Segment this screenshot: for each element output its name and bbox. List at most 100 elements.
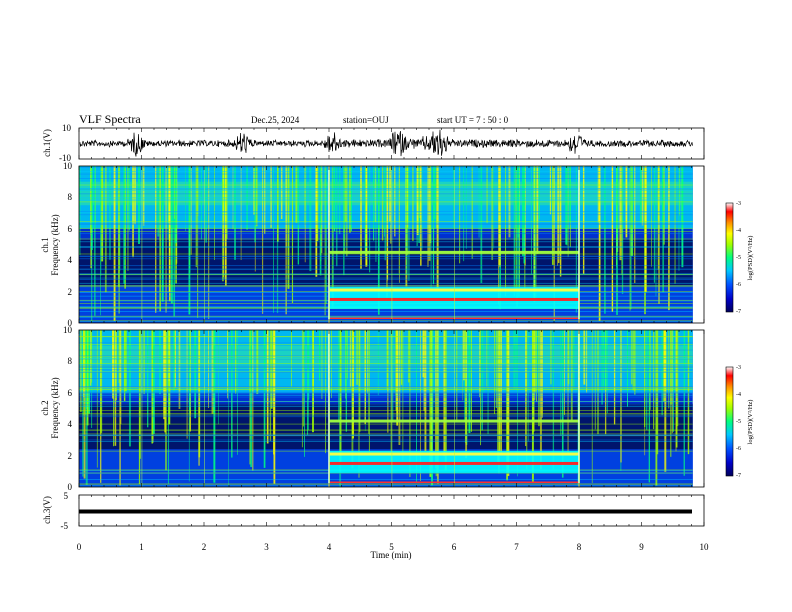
- sferic-streak: [435, 330, 437, 469]
- sferic-streak: [526, 330, 528, 469]
- sferic-streak: [312, 330, 314, 433]
- ch1-colorbar: [725, 202, 734, 313]
- ch1-ytick-bottom: -10: [59, 153, 71, 163]
- sferic-streak: [168, 166, 171, 293]
- narrowband-line: [79, 396, 693, 398]
- sferic-streak: [85, 330, 88, 485]
- ch1-ytick-2: 2: [68, 287, 73, 297]
- sferic-streak: [495, 330, 497, 409]
- narrowband-line: [79, 167, 693, 168]
- sferic-streak: [396, 330, 399, 426]
- sferic-streak: [560, 330, 562, 436]
- sferic-streak: [235, 330, 237, 394]
- sferic-streak: [655, 166, 657, 297]
- sferic-streak: [644, 166, 647, 293]
- narrowband-line: [79, 171, 693, 172]
- sferic-streak: [390, 166, 392, 244]
- ch1-cb-tick-m5: -5: [736, 255, 741, 261]
- sferic-streak: [632, 330, 635, 391]
- sferic-streak: [491, 166, 494, 260]
- sferic-streak: [586, 330, 588, 393]
- sferic-streak: [360, 166, 362, 269]
- sferic-streak: [641, 166, 644, 226]
- narrowband-line: [79, 286, 693, 288]
- sferic-streak: [377, 166, 380, 315]
- sferic-streak: [194, 330, 197, 419]
- sferic-streak: [185, 166, 186, 231]
- sferic-streak: [316, 166, 319, 242]
- sferic-streak: [486, 166, 488, 224]
- sferic-streak: [100, 166, 101, 316]
- sferic-streak: [531, 330, 534, 483]
- sferic-streak: [134, 166, 136, 225]
- sferic-streak: [304, 330, 305, 457]
- narrowband-line: [79, 188, 693, 190]
- narrowband-line: [79, 268, 693, 270]
- sferic-streak: [214, 166, 216, 261]
- narrowband-line: [79, 433, 693, 435]
- ch3-ytick-top: 5: [64, 491, 69, 501]
- sferic-streak: [400, 330, 403, 385]
- narrowband-line: [79, 258, 693, 260]
- sferic-streak: [138, 166, 140, 244]
- ch2-ytick-0: 0: [68, 482, 73, 492]
- sferic-streak: [170, 166, 173, 304]
- sferic-streak: [409, 330, 411, 478]
- sferic-streak: [350, 166, 352, 232]
- sferic-streak: [280, 166, 283, 220]
- sferic-streak: [626, 330, 628, 407]
- narrowband-line: [79, 201, 693, 203]
- sferic-streak: [178, 330, 181, 409]
- sferic-streak: [304, 166, 306, 226]
- sferic-streak: [159, 330, 161, 395]
- sferic-streak: [423, 330, 426, 411]
- narrowband-line: [79, 413, 693, 414]
- narrowband-line: [79, 198, 693, 200]
- sferic-streak: [621, 166, 624, 295]
- sferic-streak: [104, 166, 107, 293]
- ch1-waveform-ylabel: ch.1(V): [42, 129, 52, 157]
- narrowband-line: [79, 221, 693, 223]
- narrowband-line: [79, 233, 693, 235]
- sferic-streak: [338, 166, 341, 235]
- sferic-streak: [290, 330, 292, 387]
- grid-line: [329, 166, 330, 323]
- sferic-streak: [100, 330, 103, 433]
- sferic-streak: [189, 166, 191, 273]
- sferic-streak: [143, 330, 145, 395]
- narrowband-line: [79, 391, 693, 393]
- narrowband-line: [79, 369, 693, 371]
- x-axis-label: Time (min): [371, 550, 412, 560]
- sferic-streak: [381, 166, 384, 241]
- sferic-streak: [684, 330, 686, 396]
- station-label: station=OUJ: [343, 115, 389, 125]
- sferic-streak: [604, 330, 607, 391]
- narrowband-line: [79, 184, 693, 186]
- ch1-ytick-8: 8: [68, 192, 73, 202]
- sferic-streak: [550, 330, 552, 385]
- sferic-streak: [452, 166, 454, 228]
- sferic-streak: [528, 330, 529, 442]
- sferic-streak: [561, 330, 564, 478]
- narrowband-line: [79, 386, 693, 388]
- sferic-streak: [428, 166, 431, 261]
- sferic-streak: [82, 330, 84, 477]
- sferic-streak: [505, 166, 507, 297]
- sferic-streak: [630, 330, 633, 385]
- narrowband-line: [79, 178, 693, 179]
- narrowband-line: [79, 406, 693, 407]
- ch2-colorbar-label: log(PSD)(V²/Hz): [747, 400, 754, 445]
- sferic-streak: [83, 330, 86, 479]
- sferic-streak: [155, 166, 157, 313]
- sferic-streak: [375, 166, 377, 262]
- narrowband-line: [79, 277, 693, 279]
- narrowband-line: [79, 336, 693, 337]
- sferic-streak: [597, 330, 599, 435]
- sferic-streak: [507, 330, 510, 476]
- sferic-streak: [369, 166, 371, 273]
- sferic-streak: [186, 330, 188, 439]
- sferic-streak: [559, 166, 562, 277]
- sferic-streak: [338, 330, 339, 421]
- sferic-streak: [398, 166, 400, 274]
- sferic-streak: [444, 330, 447, 471]
